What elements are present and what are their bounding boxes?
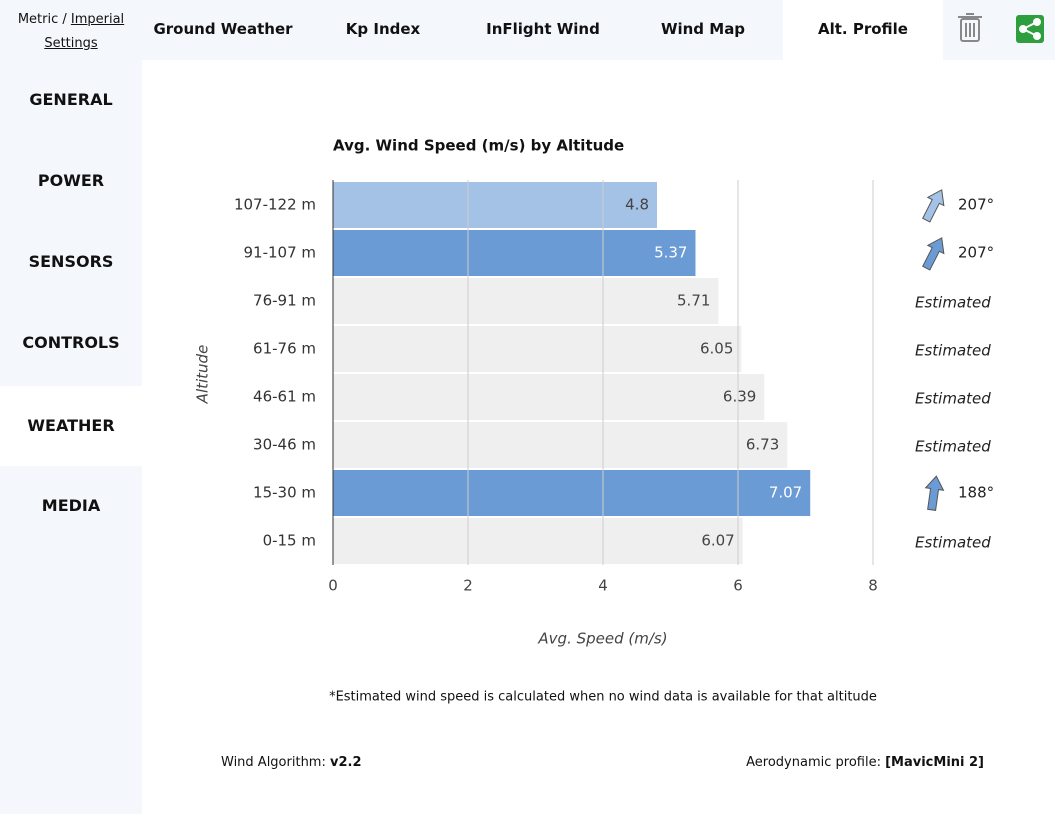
profile-value: [MavicMini 2]: [885, 755, 984, 770]
direction-arrow: [922, 237, 945, 271]
bar: [333, 470, 811, 516]
y-tick-label: 91-107 m: [243, 244, 316, 262]
bar: [333, 518, 743, 564]
algorithm-label: Wind Algorithm:: [221, 755, 326, 770]
y-tick-label: 61-76 m: [253, 340, 316, 358]
y-tick-label: 46-61 m: [253, 388, 316, 406]
algorithm-value: v2.2: [330, 755, 362, 770]
direction-label: Estimated: [915, 342, 991, 360]
x-tick-label: 4: [598, 577, 608, 595]
menu-item[interactable]: POWER: [37, 171, 105, 190]
settings-link[interactable]: Settings: [44, 36, 98, 51]
unit-settings: Metric / Imperial Settings: [0, 8, 142, 56]
menu-item[interactable]: CONTROLS: [22, 333, 120, 352]
direction-label: Estimated: [915, 438, 991, 456]
value-label: 6.39: [723, 388, 756, 406]
chart: Avg. Wind Speed (m/s) by Altitude Avg. S…: [194, 137, 995, 770]
value-label: 5.37: [654, 244, 687, 262]
x-tick-label: 8: [868, 577, 878, 595]
menu-item[interactable]: GENERAL: [29, 90, 113, 109]
direction-arrow: [924, 475, 945, 511]
tab[interactable]: Ground Weather: [153, 20, 293, 38]
bar: [333, 230, 696, 276]
share-icon[interactable]: [1016, 15, 1044, 43]
direction-label: Estimated: [915, 534, 991, 552]
y-tick-label: 107-122 m: [234, 196, 316, 214]
value-label: 6.73: [746, 436, 779, 454]
delete-icon[interactable]: [958, 13, 982, 42]
value-label: 6.07: [701, 532, 734, 550]
y-tick-label: 15-30 m: [253, 484, 316, 502]
direction-label: Estimated: [915, 294, 991, 312]
toolbar-icons: [958, 13, 1044, 43]
value-label: 4.8: [625, 196, 649, 214]
direction-arrow: [922, 189, 945, 223]
bar: [333, 374, 765, 420]
footnote: *Estimated wind speed is calculated when…: [329, 690, 877, 705]
tab[interactable]: InFlight Wind: [486, 20, 600, 38]
tab[interactable]: Alt. Profile: [783, 0, 943, 60]
y-tick-label: 0-15 m: [263, 532, 316, 550]
bar: [333, 326, 742, 372]
x-tick-label: 0: [328, 577, 338, 595]
x-tick-label: 2: [463, 577, 473, 595]
chart-title: Avg. Wind Speed (m/s) by Altitude: [333, 137, 624, 155]
units-prefix: Metric /: [17, 12, 67, 27]
value-label: 7.07: [769, 484, 802, 502]
menu-item[interactable]: MEDIA: [41, 496, 101, 515]
imperial-link[interactable]: Imperial: [70, 12, 125, 27]
value-label: 5.71: [677, 292, 710, 310]
y-axis-title: Altitude: [194, 345, 212, 405]
bar: [333, 182, 657, 228]
direction-label: 207°: [958, 244, 994, 262]
direction-label: 207°: [958, 196, 994, 214]
tab[interactable]: Wind Map: [660, 20, 746, 38]
menu-item[interactable]: WEATHER: [0, 386, 142, 466]
bar: [333, 278, 719, 324]
value-label: 6.05: [700, 340, 733, 358]
direction-label: 188°: [958, 484, 994, 502]
y-tick-label: 76-91 m: [253, 292, 316, 310]
menu-item[interactable]: SENSORS: [28, 252, 114, 271]
algorithm: Wind Algorithm: v2.2: [221, 755, 362, 770]
tab[interactable]: Kp Index: [345, 20, 421, 38]
profile: Aerodynamic profile: [MavicMini 2]: [746, 755, 984, 770]
y-tick-label: 30-46 m: [253, 436, 316, 454]
bar: [333, 422, 788, 468]
direction-label: Estimated: [915, 390, 991, 408]
profile-label: Aerodynamic profile:: [746, 755, 881, 770]
x-tick-label: 6: [733, 577, 743, 595]
x-axis-title: Avg. Speed (m/s): [537, 630, 667, 648]
